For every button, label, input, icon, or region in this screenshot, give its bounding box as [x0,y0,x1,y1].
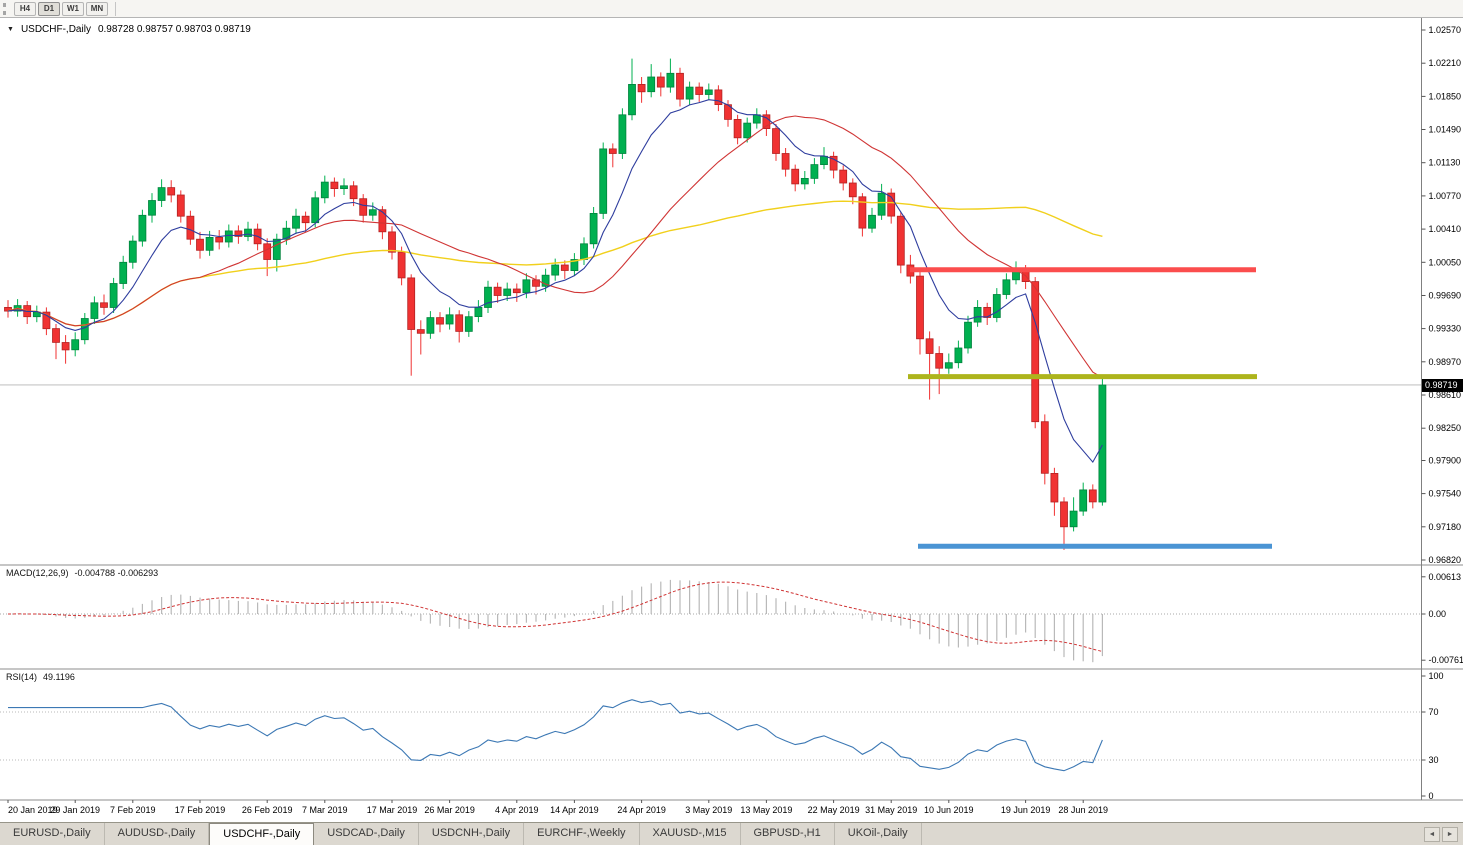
svg-text:7 Feb 2019: 7 Feb 2019 [110,805,156,815]
svg-text:28 Jun 2019: 28 Jun 2019 [1058,805,1108,815]
rsi-name: RSI(14) [6,672,38,682]
chart-tab-eurusd-daily[interactable]: EURUSD-,Daily [0,823,105,845]
svg-text:0.00: 0.00 [1429,609,1447,619]
tabs-scroll-right-button[interactable]: ► [1442,826,1458,842]
ma-fast-line [7,99,1103,464]
svg-text:7 Mar 2019: 7 Mar 2019 [302,805,348,815]
svg-text:1.00050: 1.00050 [1429,257,1462,267]
svg-text:29 Jan 2019: 29 Jan 2019 [50,805,100,815]
chart-tab-usdchf-daily[interactable]: USDCHF-,Daily [209,823,315,845]
chart-symbol-label: USDCHF-,Daily [20,24,91,35]
svg-text:20 Jan 2019: 20 Jan 2019 [8,805,58,815]
chart-tab-eurchf-weekly[interactable]: EURCHF-,Weekly [524,823,640,845]
svg-text:100: 100 [1429,671,1444,681]
svg-text:19 Jun 2019: 19 Jun 2019 [1001,805,1051,815]
svg-text:0: 0 [1429,791,1434,801]
toolbar-grip[interactable] [3,2,7,15]
rsi-line [8,699,1103,772]
macd-signal-line [7,581,1103,652]
svg-text:1.01850: 1.01850 [1429,91,1462,101]
candles-group [4,58,1107,550]
chart-tab-ukoil-daily[interactable]: UKOil-,Daily [835,823,922,845]
svg-text:1.01130: 1.01130 [1429,158,1461,168]
svg-text:30: 30 [1429,755,1439,765]
timeframe-button-d1[interactable]: D1 [38,1,60,16]
svg-text:1.02210: 1.02210 [1429,58,1462,68]
svg-text:26 Mar 2019: 26 Mar 2019 [424,805,475,815]
svg-text:24 Apr 2019: 24 Apr 2019 [617,805,666,815]
svg-text:22 May 2019: 22 May 2019 [808,805,860,815]
chart-tabs: EURUSD-,Daily AUDUSD-,Daily USDCHF-,Daily U… [0,823,922,845]
svg-text:0.97900: 0.97900 [1429,456,1462,466]
svg-text:0.99690: 0.99690 [1429,291,1462,301]
svg-text:0.98250: 0.98250 [1429,423,1462,433]
rsi-value: 49.1196 [43,672,75,682]
ma-slow-line [7,200,1103,327]
svg-text:0.98970: 0.98970 [1429,357,1462,367]
svg-text:1.00770: 1.00770 [1429,191,1462,201]
macd-values: -0.004788 -0.006293 [74,568,159,578]
chart-tab-usdcad-daily[interactable]: USDCAD-,Daily [314,823,419,845]
rsi-indicator-label: RSI(14) 49.1196 [6,672,75,682]
svg-text:17 Mar 2019: 17 Mar 2019 [367,805,418,815]
chart-tabbar: EURUSD-,Daily AUDUSD-,Daily USDCHF-,Daily U… [0,822,1463,845]
chart-ohlc-values: 0.98728 0.98757 0.98703 0.98719 [97,24,251,35]
svg-text:1.02570: 1.02570 [1429,25,1462,35]
timeframe-button-mn[interactable]: MN [86,1,108,16]
timeframe-buttons: H4 D1 W1 MN [14,1,108,16]
macd-histogram [17,579,1104,663]
timeframe-button-w1[interactable]: W1 [62,1,84,16]
svg-text:13 May 2019: 13 May 2019 [740,805,792,815]
timeframe-button-h4[interactable]: H4 [14,1,36,16]
chart-tab-gbpusd-h1[interactable]: GBPUSD-,H1 [741,823,835,845]
macd-name: MACD(12,26,9) [6,568,69,578]
svg-text:70: 70 [1429,707,1439,717]
svg-text:17 Feb 2019: 17 Feb 2019 [175,805,226,815]
svg-text:-0.007612: -0.007612 [1429,655,1463,665]
svg-text:0.97540: 0.97540 [1429,489,1462,499]
chart-tab-usdcnh-daily[interactable]: USDCNH-,Daily [419,823,525,845]
chart-menu-arrow-icon[interactable]: ▼ [7,26,14,33]
svg-text:4 Apr 2019: 4 Apr 2019 [495,805,539,815]
chart-title: ▼ USDCHF-,Daily 0.98728 0.98757 0.98703 … [7,24,251,35]
current-price-badge: 0.98719 [1422,379,1463,392]
tab-scroll-arrows: ◄ ► [1424,823,1463,845]
chart-tab-xauusd-m15[interactable]: XAUUSD-,M15 [640,823,741,845]
svg-text:0.99330: 0.99330 [1429,324,1462,334]
svg-text:14 Apr 2019: 14 Apr 2019 [550,805,599,815]
svg-text:3 May 2019: 3 May 2019 [685,805,732,815]
chart-tab-audusd-daily[interactable]: AUDUSD-,Daily [105,823,210,845]
svg-text:10 Jun 2019: 10 Jun 2019 [924,805,974,815]
ma-mid-line [7,115,1103,379]
toolbar-separator [115,1,116,16]
timeframe-toolbar: H4 D1 W1 MN [0,0,1463,18]
svg-text:0.98610: 0.98610 [1429,390,1462,400]
svg-text:0.00613: 0.00613 [1429,572,1462,582]
svg-text:1.00410: 1.00410 [1429,224,1462,234]
chart-region: 1.02570 1.02210 1.01850 1.01490 1.01130 1.007… [0,18,1463,822]
svg-text:26 Feb 2019: 26 Feb 2019 [242,805,293,815]
svg-text:1.01490: 1.01490 [1429,125,1462,135]
svg-text:0.97180: 0.97180 [1429,522,1462,532]
svg-text:31 May 2019: 31 May 2019 [865,805,917,815]
tabs-scroll-left-button[interactable]: ◄ [1424,826,1440,842]
macd-indicator-label: MACD(12,26,9) -0.004788 -0.006293 [6,568,158,578]
svg-text:0.96820: 0.96820 [1429,555,1462,565]
price-chart-canvas[interactable]: 1.02570 1.02210 1.01850 1.01490 1.01130 1.007… [0,18,1463,822]
